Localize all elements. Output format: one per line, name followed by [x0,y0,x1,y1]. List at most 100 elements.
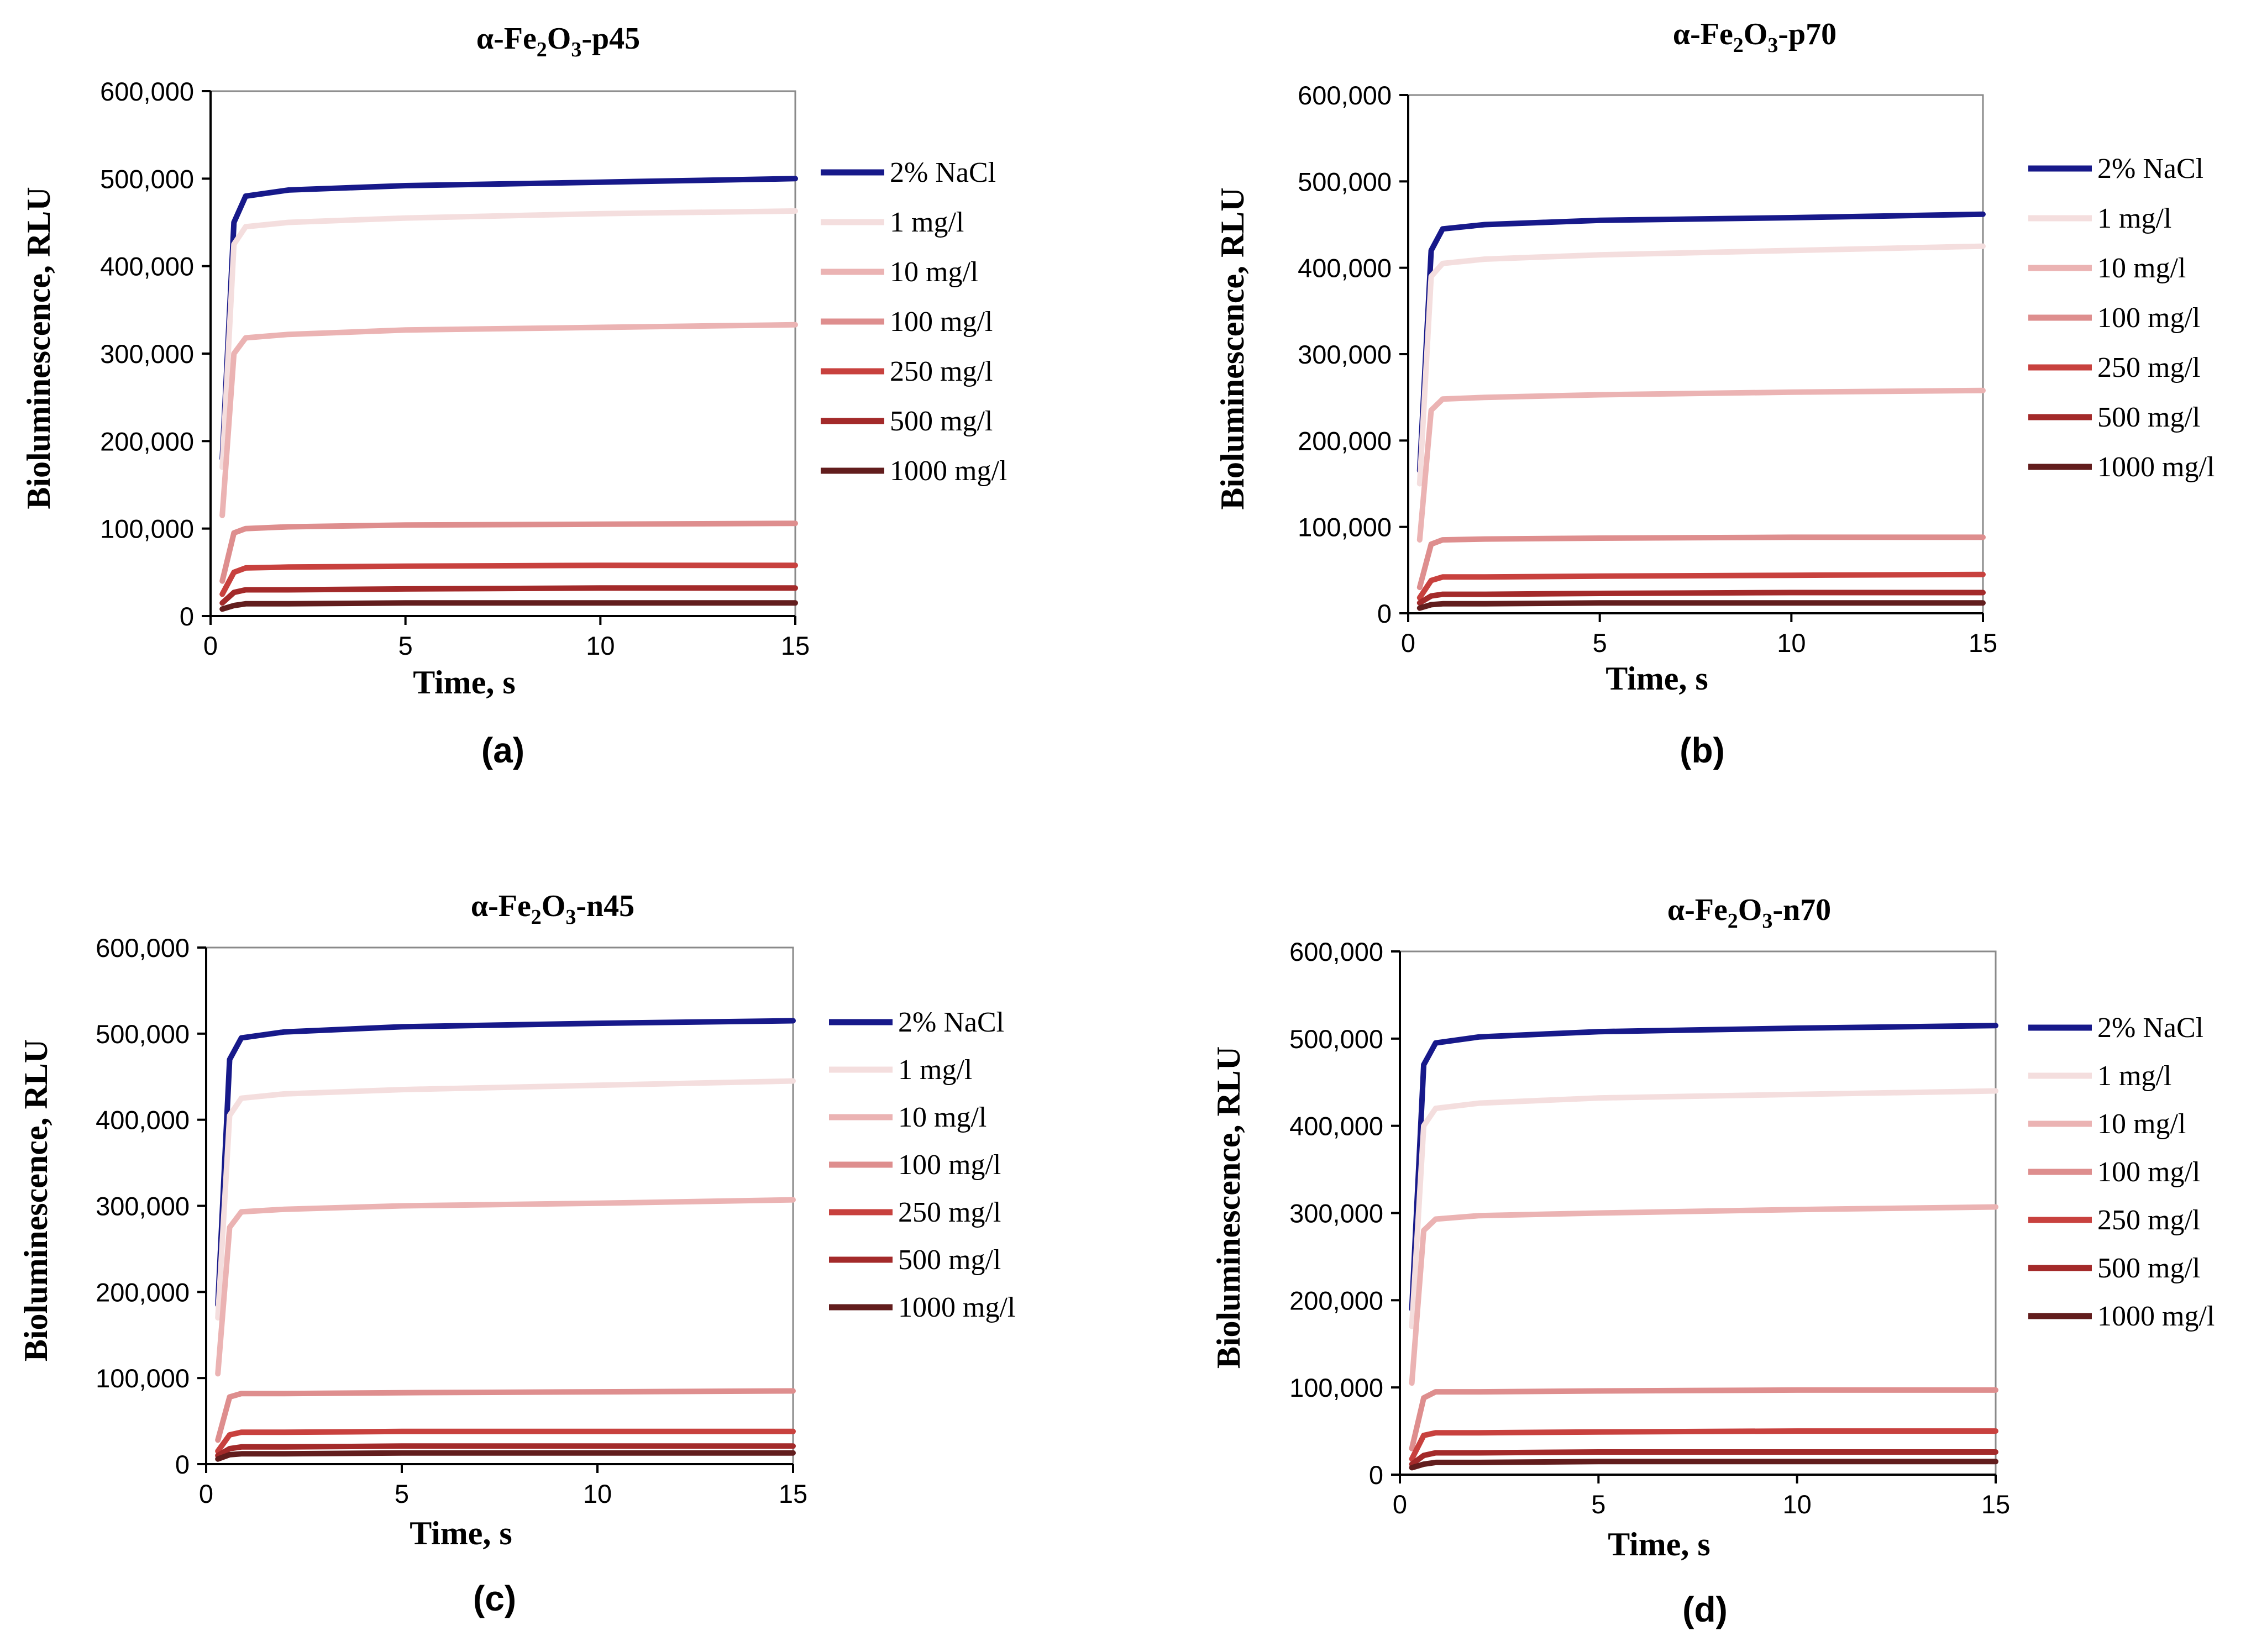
series-line-2 [215,1078,796,1321]
legend-label: 500 mg/l [890,406,993,437]
chart-panel-3: α-Fe2O3-n45 0 100,000 200,000 300,000 400,000… [18,889,1015,1618]
y-tick-label: 100,000 [1289,1373,1383,1402]
y-tick-label: 0 [1377,599,1392,628]
legend-label: 1 mg/l [890,207,964,238]
series-line-7 [219,600,798,612]
series-line-3 [219,322,798,518]
series-line-7 [215,1450,796,1462]
y-tick-label: 0 [1369,1460,1383,1490]
y-tick-label: 600,000 [100,77,194,106]
legend-label: 100 mg/l [890,306,993,338]
series-line-7 [1409,1459,1998,1471]
series-line-5 [219,562,798,597]
x-tick-label: 10 [586,631,615,660]
y-tick-label: 600,000 [1298,81,1392,110]
x-axis-label: Time, s [410,1515,512,1551]
series-line-6 [219,585,798,606]
series-line-1 [1416,211,1986,473]
x-tick-label: 5 [1593,628,1607,657]
series-line-1 [1409,1023,1998,1312]
series-line-3 [215,1197,796,1377]
y-tick-label: 100,000 [1298,513,1392,542]
panel-title: α-Fe2O3-n70 [1667,893,1831,933]
series-line-7 [1416,600,1986,611]
series-line-1 [215,1018,796,1308]
x-tick-label: 10 [583,1479,612,1508]
y-tick-label: 0 [180,602,194,631]
y-tick-label: 300,000 [96,1192,190,1221]
panel-caption: (b) [1680,730,1725,770]
series-line-2 [219,208,798,470]
y-tick-label: 500,000 [1289,1024,1383,1054]
panel-caption: (d) [1682,1590,1728,1629]
series-line-5 [1409,1428,1998,1462]
legend-label: 1000 mg/l [898,1292,1015,1323]
panel-caption: (a) [481,730,524,770]
legend-label: 250 mg/l [890,356,993,387]
legend-label: 10 mg/l [890,256,978,288]
x-tick-label: 0 [199,1479,213,1508]
y-tick-label: 100,000 [96,1364,190,1393]
y-axis-label: Bioluminescence, RLU [20,187,57,509]
x-tick-label: 15 [1981,1490,2010,1519]
chart-panel-4: α-Fe2O3-n70 0 100,000 200,000 300,000 400,000… [1210,893,2215,1629]
x-tick-label: 15 [781,631,810,660]
y-tick-label: 500,000 [1298,167,1392,196]
series-line-4 [219,520,798,584]
panel-title: α-Fe2O3-n45 [471,889,634,929]
legend-label: 500 mg/l [898,1244,1001,1276]
x-tick-label: 5 [395,1479,409,1508]
series-line-4 [1409,1387,1998,1451]
series-line-6 [1409,1449,1998,1467]
legend-label: 2% NaCl [890,157,996,188]
legend-label: 1000 mg/l [2097,451,2215,483]
y-tick-label: 400,000 [1298,254,1392,283]
y-tick-label: 600,000 [1289,937,1383,966]
legend-label: 2% NaCl [2097,153,2203,185]
y-tick-label: 0 [175,1450,190,1479]
x-tick-label: 0 [1401,628,1415,657]
y-tick-label: 300,000 [1289,1199,1383,1228]
panel-title: α-Fe2O3-p45 [476,22,640,61]
series-line-3 [1416,387,1986,543]
y-tick-label: 600,000 [96,933,190,962]
panel-caption: (c) [473,1579,516,1618]
legend-label: 250 mg/l [898,1197,1001,1228]
legend-label: 1 mg/l [2097,203,2171,234]
x-axis-label: Time, s [1608,1526,1710,1562]
legend-label: 100 mg/l [2097,302,2200,334]
legend-label: 100 mg/l [2097,1156,2200,1188]
series-line-4 [215,1388,796,1443]
series-line-4 [1416,534,1986,591]
series-line-3 [1409,1204,1998,1386]
y-tick-label: 400,000 [96,1106,190,1135]
x-tick-label: 10 [1783,1490,1812,1519]
y-tick-label: 400,000 [1289,1112,1383,1141]
y-tick-label: 300,000 [100,339,194,369]
x-tick-label: 15 [1969,628,1997,657]
legend-label: 250 mg/l [2097,352,2200,383]
series-line-5 [215,1428,796,1454]
x-axis-label: Time, s [1605,660,1708,697]
x-tick-label: 10 [1777,628,1806,657]
legend-label: 1000 mg/l [890,455,1007,487]
x-axis-label: Time, s [413,664,516,701]
y-tick-label: 300,000 [1298,340,1392,369]
x-tick-label: 0 [1393,1490,1407,1519]
legend-label: 500 mg/l [2097,402,2200,433]
y-axis-label: Bioluminescence, RLU [1210,1046,1247,1369]
chart-panel-1: α-Fe2O3-p45 0 100,000 200,000 300,000 400,000… [20,22,1007,770]
x-tick-label: 15 [779,1479,807,1508]
series-line-2 [1416,243,1986,487]
series-line-6 [1416,590,1986,606]
legend-label: 10 mg/l [2097,1108,2186,1140]
y-tick-label: 500,000 [96,1019,190,1049]
y-tick-label: 200,000 [1298,426,1392,455]
y-tick-label: 500,000 [100,164,194,193]
y-tick-label: 200,000 [96,1277,190,1307]
legend-label: 10 mg/l [898,1102,987,1133]
series-line-6 [215,1443,796,1459]
series-line-1 [219,176,798,461]
y-axis-label: Bioluminescence, RLU [1214,187,1251,509]
